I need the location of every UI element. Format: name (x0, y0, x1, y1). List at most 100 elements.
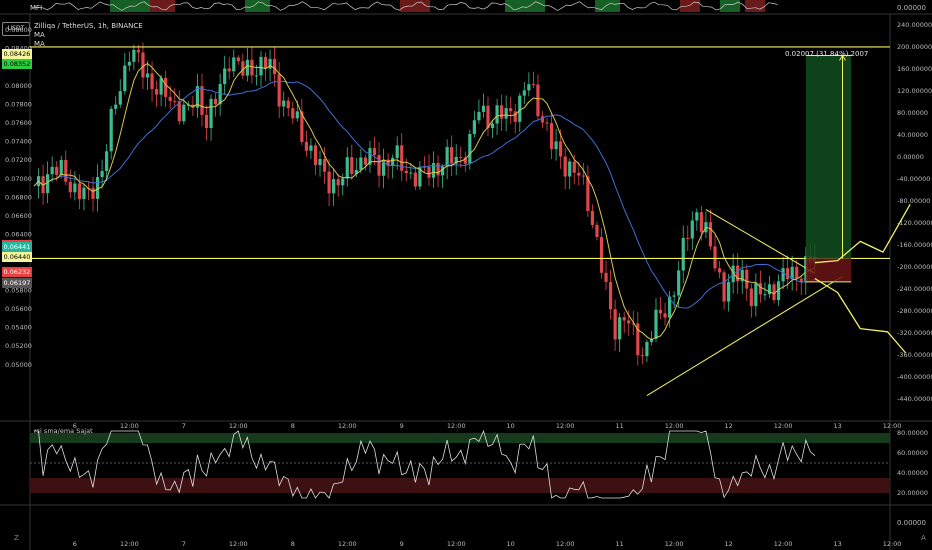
candle-body (313, 145, 318, 166)
left-axis-tick: 0.08400 (5, 45, 32, 53)
candle-body (214, 98, 218, 105)
left-axis-tick: 0.06800 (5, 193, 32, 201)
candle-body (381, 159, 386, 176)
candle-body (658, 309, 663, 314)
candle-body (668, 296, 672, 318)
candle-body (109, 108, 113, 152)
candle-body (204, 114, 209, 128)
left-axis-tick: 0.08600 (5, 26, 32, 34)
candle-body (241, 61, 245, 76)
right-axis-tick: -80.00000 (897, 197, 930, 205)
candle-body (490, 123, 495, 128)
candle-body (209, 98, 213, 128)
x-axis-bottom-tick: 10 (507, 540, 515, 548)
candle-body (767, 284, 772, 295)
candle-body (145, 73, 150, 78)
candle-body (286, 100, 290, 109)
candle-body (717, 268, 722, 273)
candle-body (613, 309, 617, 340)
candle-body (336, 179, 340, 186)
left-axis-tick: 0.07800 (5, 100, 32, 108)
candle-body (749, 288, 753, 307)
candle-body (136, 49, 141, 53)
candle-body (772, 284, 776, 301)
candle-body (55, 166, 59, 175)
candle-body (82, 187, 86, 200)
x-axis-tick: 12:00 (665, 422, 684, 430)
right-axis-tick: 200.00000 (897, 43, 932, 51)
candle-body (504, 108, 508, 119)
candle-body (454, 156, 458, 164)
candle-body (776, 281, 781, 301)
candle-body (450, 147, 454, 164)
auto-scale-icon[interactable]: A (921, 534, 926, 542)
x-axis-bottom-tick: 9 (400, 540, 404, 548)
price-tag: 0.06441 (2, 242, 32, 252)
candle-body (227, 68, 231, 72)
candle-body (132, 49, 136, 62)
ma-fast-line (33, 62, 816, 341)
candle-body (754, 283, 758, 307)
rsi-axis-tick: 20.00000 (897, 489, 928, 497)
candle-body (708, 222, 713, 247)
candle-body (522, 90, 526, 96)
right-axis-tick: 0.00000 (897, 153, 924, 161)
left-axis-tick: 0.05200 (5, 342, 32, 350)
x-axis-bottom-tick: 7 (182, 540, 186, 548)
ma-slow-line (33, 80, 816, 309)
candle-body (699, 212, 703, 233)
triangle-upper-line (705, 209, 816, 274)
candle-body (118, 91, 122, 105)
candle-body (459, 156, 463, 158)
candle-body (295, 111, 299, 119)
candle-body (282, 100, 286, 107)
candle-body (536, 84, 540, 117)
candle-body (618, 317, 622, 340)
candle-body (722, 272, 726, 302)
chart-title: Zilliqa / TetherUS, 1h, BINANCE (34, 22, 143, 30)
measure-arrow-head (839, 54, 846, 61)
candle-body (463, 157, 467, 164)
candle-body (91, 187, 95, 199)
mfi-zone (720, 0, 740, 12)
candle-body (341, 178, 345, 186)
x-axis-bottom-tick: 12:00 (120, 540, 139, 548)
candle-body (781, 268, 785, 282)
ma-indicator-2[interactable]: MA (34, 40, 45, 48)
candle-body (395, 145, 399, 159)
x-axis-tick: 7 (182, 422, 186, 430)
candle-body (245, 59, 249, 76)
candle-body (223, 68, 227, 85)
ma-indicator-1[interactable]: MA (34, 31, 45, 39)
rsi-overbought-band (30, 433, 890, 443)
candle-body (568, 161, 572, 177)
x-axis-tick: 10 (507, 422, 515, 430)
candle-body (795, 266, 799, 279)
timezone-icon[interactable]: Z (14, 534, 19, 542)
candle-body (322, 158, 327, 172)
right-axis-tick: -120.00000 (897, 219, 932, 227)
left-axis-tick: 0.05800 (5, 286, 32, 294)
x-axis-tick: 11 (616, 422, 624, 430)
candle-body (345, 157, 349, 179)
candle-body (559, 141, 563, 157)
left-axis-tick: 0.05400 (5, 324, 32, 332)
rsi-label: rsi sma/ema Sajat (34, 427, 93, 435)
candle-body (141, 52, 145, 78)
x-axis-tick: 9 (400, 422, 404, 430)
candle-body (363, 157, 368, 165)
candle-body (123, 65, 127, 92)
right-axis-tick: -400.00000 (897, 373, 932, 381)
candle-body (595, 224, 599, 238)
candle-body (436, 163, 440, 176)
candle-body (232, 57, 236, 72)
candle-body (250, 59, 254, 76)
candle-body (581, 175, 585, 177)
candle-body (645, 341, 649, 357)
candle-body (554, 141, 558, 150)
measure-label: 0.02007 (31.84%) 2007 (785, 50, 868, 58)
candle-body (422, 166, 427, 168)
right-axis-tick: -280.00000 (897, 307, 932, 315)
candle-body (164, 77, 168, 97)
right-axis-tick: -160.00000 (897, 241, 932, 249)
